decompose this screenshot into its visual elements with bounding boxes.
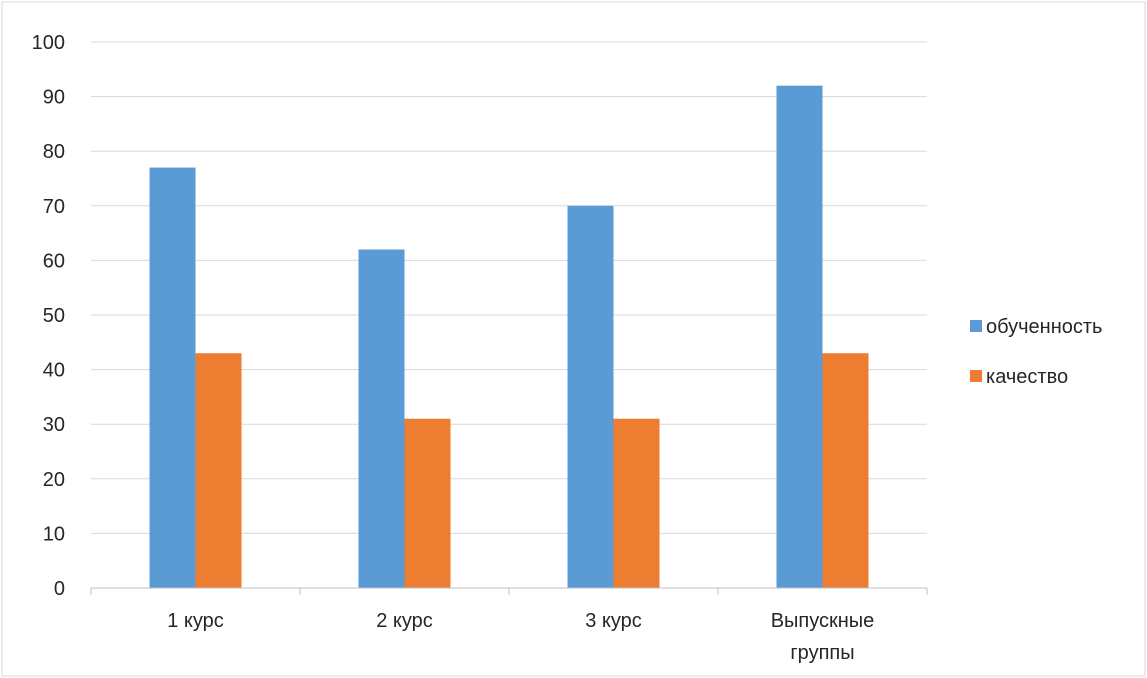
- bar-kachestvo: [195, 353, 242, 588]
- bar-obuchennost: [149, 167, 196, 588]
- axes: 0 10 20 30 40 50 60 70 80 90 100 1 курс 2 курс 3 курс…: [32, 32, 928, 664]
- x-category-label: 3 курс: [585, 610, 642, 632]
- bar-obuchennost: [776, 85, 823, 589]
- bar-obuchennost: [358, 249, 405, 589]
- y-tick-label: 70: [43, 196, 65, 218]
- legend: обученность качество: [970, 316, 1102, 388]
- bar-kachestvo: [404, 418, 451, 588]
- legend-label: обученность: [986, 316, 1102, 338]
- y-tick-label: 30: [43, 414, 65, 436]
- x-category-label: 2 курс: [376, 610, 433, 632]
- y-tick-label: 50: [43, 305, 65, 327]
- y-tick-label: 40: [43, 360, 65, 382]
- x-category-label: Выпускные группы: [771, 610, 875, 664]
- y-tick-label: 20: [43, 469, 65, 491]
- legend-label: качество: [986, 366, 1068, 388]
- y-tick-label: 100: [32, 32, 65, 54]
- bar-kachestvo: [822, 353, 869, 588]
- bar-obuchennost: [567, 205, 614, 589]
- y-tick-label: 80: [43, 141, 65, 163]
- bar-kachestvo: [613, 418, 660, 588]
- y-tick-label: 90: [43, 87, 65, 109]
- y-tick-label: 0: [54, 578, 65, 600]
- y-tick-label: 60: [43, 250, 65, 272]
- legend-swatch: [970, 370, 982, 382]
- bars: [149, 85, 869, 589]
- legend-swatch: [970, 320, 982, 332]
- y-tick-label: 10: [43, 523, 65, 545]
- x-category-label: 1 курс: [167, 610, 224, 632]
